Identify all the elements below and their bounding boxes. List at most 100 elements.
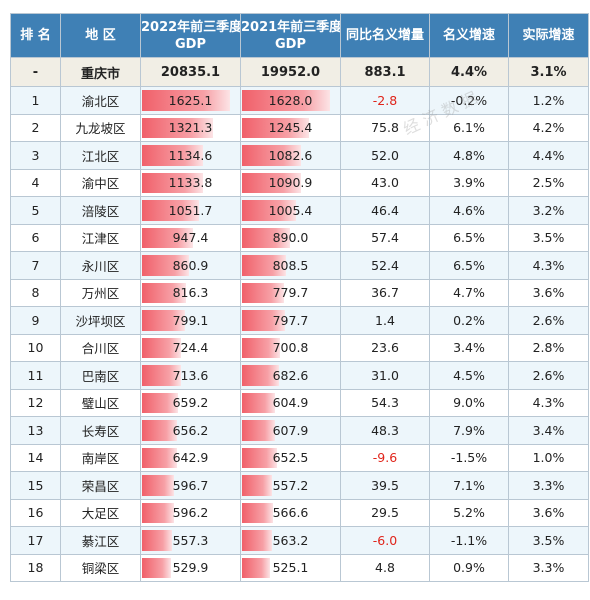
table-row: 15 荣昌区 596.7 557.2 39.5 7.1% 3.3% bbox=[10, 471, 589, 500]
table-row: 12 璧山区 659.2 604.9 54.3 9.0% 4.3% bbox=[10, 388, 589, 417]
nominal-growth-cell: 5.2% bbox=[429, 498, 509, 527]
gdp-2022-cell: 659.2 bbox=[140, 388, 241, 417]
header-gdp-2021[interactable]: 2021年前三季度 GDP bbox=[240, 13, 341, 58]
table-row: 13 长寿区 656.2 607.9 48.3 7.9% 3.4% bbox=[10, 416, 589, 445]
gdp-2022-cell: 642.9 bbox=[140, 443, 241, 472]
table-row: 18 铜梁区 529.9 525.1 4.8 0.9% 3.3% bbox=[10, 553, 589, 582]
data-bar bbox=[242, 282, 285, 303]
table-row: 6 江津区 947.4 890.0 57.4 6.5% 3.5% bbox=[10, 223, 589, 252]
data-bar bbox=[242, 530, 273, 551]
total-increase: 883.1 bbox=[340, 57, 430, 87]
rank-cell: 9 bbox=[10, 306, 61, 335]
value-label: 1082.6 bbox=[268, 147, 313, 163]
region-cell: 江津区 bbox=[60, 223, 141, 252]
nominal-growth-cell: -1.1% bbox=[429, 526, 509, 555]
value-label: 713.6 bbox=[172, 367, 209, 383]
data-bar bbox=[242, 227, 291, 248]
nominal-growth-cell: -1.5% bbox=[429, 443, 509, 472]
data-bar bbox=[142, 90, 230, 111]
value-label: 797.7 bbox=[272, 312, 309, 328]
gdp-2021-cell: 607.9 bbox=[240, 416, 341, 445]
nominal-growth-cell: 4.6% bbox=[429, 196, 509, 225]
data-bar bbox=[242, 90, 330, 111]
table-row: 2 九龙坡区 1321.3 1245.4 75.8 6.1% 4.2% bbox=[10, 113, 589, 142]
real-growth-cell: 3.3% bbox=[508, 471, 589, 500]
gdp-2021-cell: 563.2 bbox=[240, 526, 341, 555]
increase-cell: 46.4 bbox=[340, 196, 430, 225]
rank-cell: 18 bbox=[10, 553, 61, 582]
gdp-2022-cell: 1321.3 bbox=[140, 113, 241, 142]
table-row: 3 江北区 1134.6 1082.6 52.0 4.8% 4.4% bbox=[10, 141, 589, 170]
value-label: 607.9 bbox=[272, 422, 309, 438]
total-nominal-growth: 4.4% bbox=[429, 57, 509, 87]
gdp-2021-cell: 682.6 bbox=[240, 361, 341, 390]
value-label: 947.4 bbox=[172, 230, 209, 246]
region-cell: 璧山区 bbox=[60, 388, 141, 417]
real-growth-cell: 2.5% bbox=[508, 168, 589, 197]
rank-cell: 2 bbox=[10, 113, 61, 142]
rank-cell: 5 bbox=[10, 196, 61, 225]
gdp-2022-cell: 1133.8 bbox=[140, 168, 241, 197]
gdp-2022-cell: 799.1 bbox=[140, 306, 241, 335]
increase-cell: 57.4 bbox=[340, 223, 430, 252]
header-gdp-2022-line2: GDP bbox=[175, 36, 206, 52]
header-region[interactable]: 地 区 bbox=[60, 13, 141, 58]
nominal-growth-cell: 7.1% bbox=[429, 471, 509, 500]
value-label: 557.2 bbox=[272, 477, 309, 493]
gdp-2021-cell: 557.2 bbox=[240, 471, 341, 500]
value-label: 860.9 bbox=[172, 257, 209, 273]
gdp-2022-cell: 596.2 bbox=[140, 498, 241, 527]
real-growth-cell: 3.6% bbox=[508, 278, 589, 307]
rank-cell: 6 bbox=[10, 223, 61, 252]
value-label: 1245.4 bbox=[268, 120, 313, 136]
increase-cell: 52.4 bbox=[340, 251, 430, 280]
header-nominal-increase[interactable]: 同比名义增量 bbox=[340, 13, 430, 58]
real-growth-cell: 3.4% bbox=[508, 416, 589, 445]
data-bar bbox=[242, 557, 271, 578]
table-row: 7 永川区 860.9 808.5 52.4 6.5% 4.3% bbox=[10, 251, 589, 280]
real-growth-cell: 4.3% bbox=[508, 251, 589, 280]
data-bar bbox=[242, 447, 278, 468]
real-growth-cell: 2.6% bbox=[508, 361, 589, 390]
value-label: 724.4 bbox=[172, 340, 209, 356]
header-nominal-growth[interactable]: 名义增速 bbox=[429, 13, 509, 58]
data-bar bbox=[242, 255, 286, 276]
increase-cell: -9.6 bbox=[340, 443, 430, 472]
header-real-growth[interactable]: 实际增速 bbox=[508, 13, 589, 58]
data-bar bbox=[142, 117, 214, 138]
nominal-growth-cell: 0.2% bbox=[429, 306, 509, 335]
rank-cell: 13 bbox=[10, 416, 61, 445]
header-gdp-2022[interactable]: 2022年前三季度 GDP bbox=[140, 13, 241, 58]
rank-cell: 4 bbox=[10, 168, 61, 197]
rank-cell: 8 bbox=[10, 278, 61, 307]
value-label: 682.6 bbox=[272, 367, 309, 383]
value-label: 1134.6 bbox=[168, 147, 213, 163]
region-cell: 九龙坡区 bbox=[60, 113, 141, 142]
data-bar bbox=[242, 310, 286, 331]
gdp-2022-cell: 1134.6 bbox=[140, 141, 241, 170]
region-cell: 合川区 bbox=[60, 333, 141, 362]
value-label: 529.9 bbox=[172, 560, 209, 576]
increase-cell: 75.8 bbox=[340, 113, 430, 142]
region-cell: 长寿区 bbox=[60, 416, 141, 445]
total-row: - 重庆市 20835.1 19952.0 883.1 4.4% 3.1% bbox=[10, 57, 589, 87]
gdp-2021-cell: 1628.0 bbox=[240, 86, 341, 115]
increase-cell: 36.7 bbox=[340, 278, 430, 307]
data-bar bbox=[242, 200, 297, 221]
total-region: 重庆市 bbox=[60, 57, 141, 87]
header-gdp-2022-line1: 2022年前三季度 bbox=[141, 19, 241, 35]
value-label: 557.3 bbox=[172, 532, 209, 548]
nominal-growth-cell: 4.8% bbox=[429, 141, 509, 170]
data-bar bbox=[142, 557, 171, 578]
nominal-growth-cell: 4.7% bbox=[429, 278, 509, 307]
gdp-2022-cell: 1625.1 bbox=[140, 86, 241, 115]
real-growth-cell: 3.5% bbox=[508, 223, 589, 252]
increase-cell: -6.0 bbox=[340, 526, 430, 555]
increase-cell: 52.0 bbox=[340, 141, 430, 170]
value-label: 652.5 bbox=[272, 450, 309, 466]
rank-cell: 7 bbox=[10, 251, 61, 280]
gdp-2022-cell: 529.9 bbox=[140, 553, 241, 582]
gdp-2022-cell: 724.4 bbox=[140, 333, 241, 362]
header-rank[interactable]: 排 名 bbox=[10, 13, 61, 58]
nominal-growth-cell: 6.1% bbox=[429, 113, 509, 142]
